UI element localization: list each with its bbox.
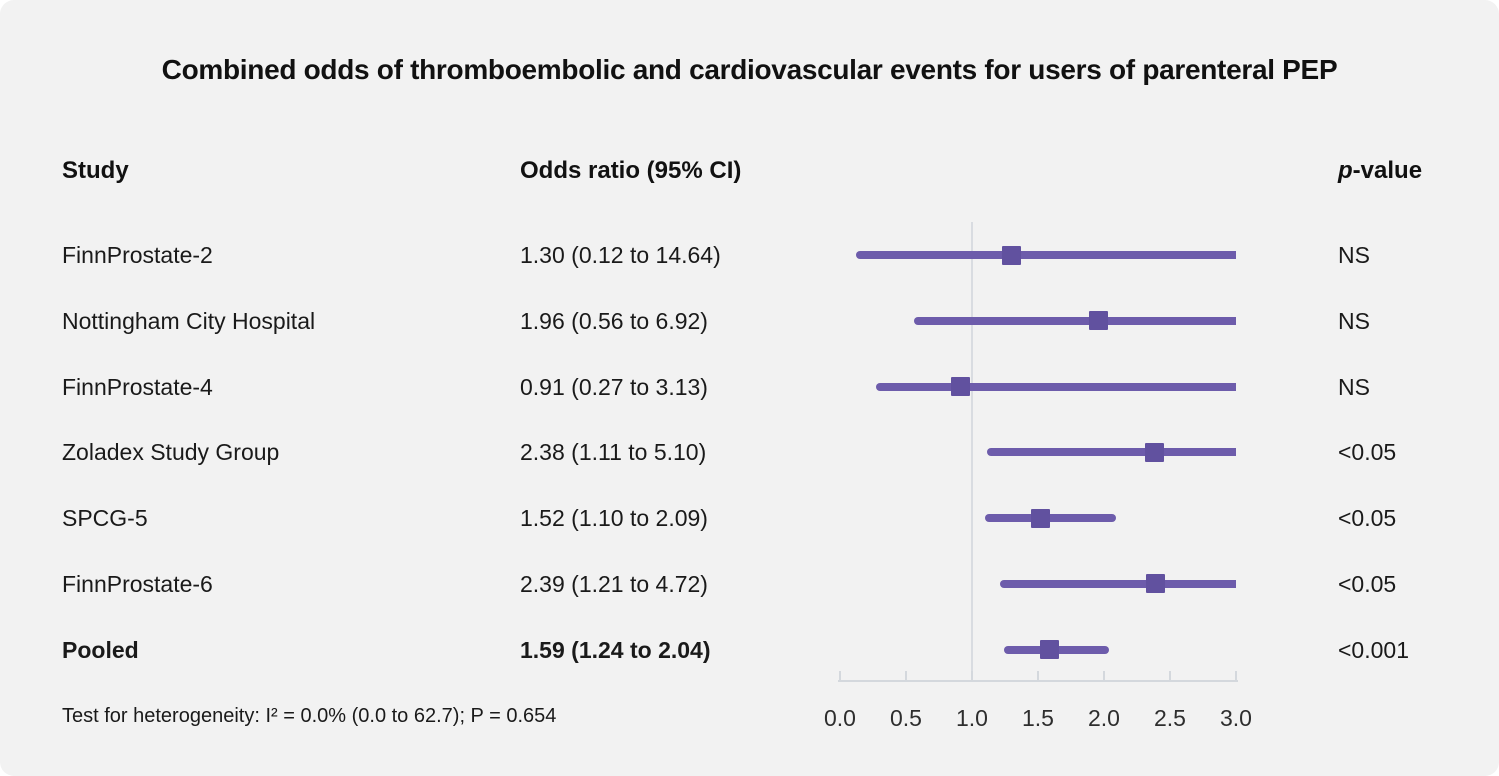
or-marker — [950, 377, 970, 396]
or-marker — [1089, 311, 1109, 331]
study-name: Zoladex Study Group — [62, 439, 280, 466]
odds-ratio-value: 2.39 (1.21 to 4.72) — [520, 570, 708, 597]
p-value: NS — [1338, 373, 1370, 400]
odds-ratio-value: 1.59 (1.24 to 2.04) — [520, 636, 711, 663]
study-name: Pooled — [62, 636, 139, 663]
x-axis-tick-label: 1.0 — [956, 705, 988, 731]
ci-line — [875, 382, 1236, 391]
p-value: <0.001 — [1338, 636, 1409, 663]
p-value: NS — [1338, 242, 1370, 268]
study-name: Nottingham City Hospital — [62, 307, 316, 334]
ci-line — [986, 448, 1236, 457]
x-axis-tick-label: 2.5 — [1154, 705, 1186, 731]
x-axis-tick — [1169, 671, 1171, 680]
p-value-suffix: -value — [1352, 157, 1423, 184]
column-header-p-value: p-value — [1338, 156, 1422, 186]
heterogeneity-note: Test for heterogeneity: I² = 0.0% (0.0 t… — [62, 705, 557, 727]
or-marker — [1002, 245, 1022, 265]
x-axis-tick — [839, 671, 841, 680]
study-name: FinnProstate-4 — [62, 373, 213, 400]
odds-ratio-value: 2.38 (1.11 to 5.10) — [520, 439, 707, 466]
x-axis-tick — [905, 671, 907, 680]
x-axis-tick — [1235, 671, 1237, 680]
x-axis-tick-label: 0.0 — [824, 705, 856, 731]
p-italic-glyph: p — [1338, 157, 1353, 184]
p-value: <0.05 — [1338, 505, 1397, 531]
odds-ratio-value: 0.91 (0.27 to 3.13) — [520, 373, 708, 400]
x-axis-tick-label: 2.0 — [1088, 705, 1120, 731]
x-axis-tick — [971, 671, 973, 680]
p-value: NS — [1338, 307, 1370, 334]
reference-line — [971, 222, 973, 680]
x-axis-line — [838, 680, 1238, 682]
column-header-study: Study — [62, 157, 129, 184]
ci-line — [999, 579, 1236, 588]
study-name: FinnProstate-6 — [62, 570, 213, 597]
x-axis-tick-label: 3.0 — [1220, 705, 1252, 731]
p-value: <0.05 — [1338, 439, 1397, 466]
x-axis-tick-label: 0.5 — [890, 705, 922, 731]
odds-ratio-value: 1.96 (0.56 to 6.92) — [520, 307, 708, 334]
chart-title: Combined odds of thromboembolic and card… — [161, 54, 1338, 85]
odds-ratio-value: 1.30 (0.12 to 14.64) — [520, 242, 721, 268]
study-name: SPCG-5 — [62, 505, 148, 531]
column-header-odds-ratio: Odds ratio (95% CI) — [520, 157, 742, 184]
ci-line — [855, 251, 1236, 259]
ci-line — [985, 514, 1116, 522]
or-marker — [1144, 442, 1164, 462]
or-marker — [1145, 574, 1165, 594]
study-name: FinnProstate-2 — [62, 242, 213, 268]
ci-line — [913, 316, 1236, 325]
p-value: <0.05 — [1338, 570, 1397, 597]
x-axis-tick — [1037, 671, 1039, 680]
x-axis-tick-label: 1.5 — [1022, 705, 1054, 731]
x-axis-tick — [1103, 671, 1105, 680]
odds-ratio-value: 1.52 (1.10 to 2.09) — [520, 505, 708, 531]
or-marker — [1040, 640, 1060, 659]
or-marker — [1031, 508, 1051, 528]
